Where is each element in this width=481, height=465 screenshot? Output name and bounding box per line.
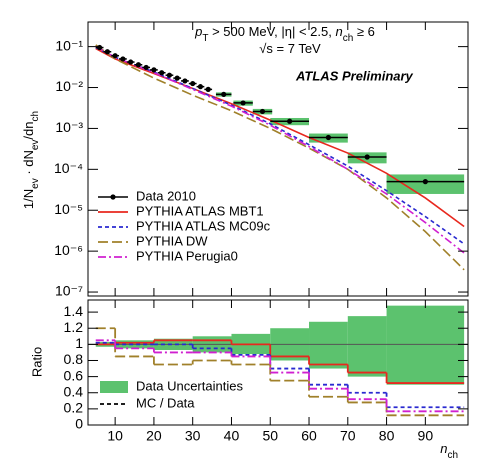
data-point	[364, 154, 370, 160]
x-tick-label: 90	[418, 428, 434, 444]
uncertainty-band	[386, 305, 465, 385]
label-part: n	[440, 441, 447, 456]
y-tick-label: 10⁻⁶	[54, 242, 83, 258]
y-tick-label: 0.4	[64, 383, 84, 399]
label-part: /dn	[21, 121, 36, 139]
plot-frame	[87, 299, 469, 426]
y-tick-label: 10⁻³	[55, 119, 83, 135]
legend-label: PYTHIA Perugia0	[136, 248, 238, 263]
legend-label: PYTHIA ATLAS MBT1	[136, 203, 264, 218]
data-point	[143, 64, 149, 71]
label: √s = 7 TeV	[259, 41, 321, 56]
data-point	[422, 179, 428, 185]
mc-line	[95, 45, 465, 254]
data-point	[120, 56, 126, 62]
data-point	[151, 67, 157, 73]
data-point	[104, 49, 110, 55]
legend-label: Data Uncertainties	[136, 378, 243, 393]
legend-swatch	[110, 194, 116, 200]
legend-label: MC / Data	[136, 395, 195, 410]
experiment-label: ATLAS Preliminary	[295, 68, 414, 83]
y-tick-label: 0.2	[64, 400, 84, 416]
y-tick-label: 0	[75, 416, 83, 432]
label-part: 1/N	[21, 189, 36, 209]
label-part: ch	[447, 450, 458, 461]
data-point	[166, 72, 173, 78]
data-point	[205, 86, 211, 92]
label-part: T	[202, 33, 208, 44]
legend-swatch	[100, 381, 128, 393]
y-tick-label: 1	[75, 335, 83, 351]
data-point	[128, 59, 134, 65]
label-part: ev	[30, 178, 41, 189]
y-tick-label: 10⁻²	[55, 78, 83, 94]
y-tick-label: 10⁻⁷	[55, 283, 83, 299]
plot-frame	[87, 21, 469, 297]
x-tick-label: 50	[262, 428, 278, 444]
label-part: ≥ 6	[353, 24, 375, 39]
label-part: > 500 MeV, |η| < 2.5,	[208, 24, 335, 39]
y-tick-label: 10⁻⁵	[54, 201, 83, 217]
data-point	[259, 108, 266, 115]
y-axis-label: Ratio	[29, 347, 44, 377]
label: pT > 500 MeV, |η| < 2.5, nch ≥ 6	[194, 24, 375, 44]
y-tick-label: 0.8	[64, 351, 84, 367]
label-part: ev	[30, 140, 41, 151]
data-point	[221, 91, 227, 97]
label-part: · dN	[21, 150, 36, 178]
y-tick-label: 1.2	[64, 319, 84, 335]
x-tick-label: 70	[340, 428, 356, 444]
legend-label: PYTHIA ATLAS MC09c	[136, 218, 271, 233]
label-part: √s = 7 TeV	[259, 41, 321, 56]
x-tick-label: 30	[185, 428, 201, 444]
legend-label: PYTHIA DW	[136, 233, 208, 248]
data-point	[197, 84, 204, 90]
data-point	[240, 100, 246, 106]
data-point	[190, 80, 196, 87]
y-tick-label: 10⁻⁴	[54, 160, 83, 176]
x-tick-label: 20	[146, 428, 162, 444]
data-point	[97, 44, 103, 51]
data-point	[112, 53, 118, 59]
data-point	[325, 134, 332, 141]
label: 1/Nev · dNev/dnch	[21, 111, 41, 209]
data-point	[174, 75, 180, 81]
y-tick-label: 0.6	[64, 367, 84, 383]
x-tick-label: 10	[107, 428, 123, 444]
data-point	[135, 62, 142, 68]
label: nch	[440, 441, 458, 461]
uncertainty-band	[347, 316, 387, 377]
label-part: p	[194, 24, 202, 39]
y-tick-label: 10⁻¹	[55, 37, 83, 53]
x-tick-label: 80	[379, 428, 395, 444]
legend-label: Data 2010	[136, 188, 196, 203]
data-point	[182, 78, 188, 84]
uncertainty-band	[309, 321, 348, 369]
x-tick-label: 60	[301, 428, 317, 444]
x-tick-label: 40	[224, 428, 240, 444]
data-point	[287, 118, 293, 124]
data-point	[159, 70, 165, 76]
y-tick-label: 1.4	[64, 303, 84, 319]
plot-area	[95, 44, 465, 271]
label-part: ch	[30, 111, 41, 122]
label-part: ch	[343, 33, 354, 44]
label-part: n	[335, 24, 342, 39]
